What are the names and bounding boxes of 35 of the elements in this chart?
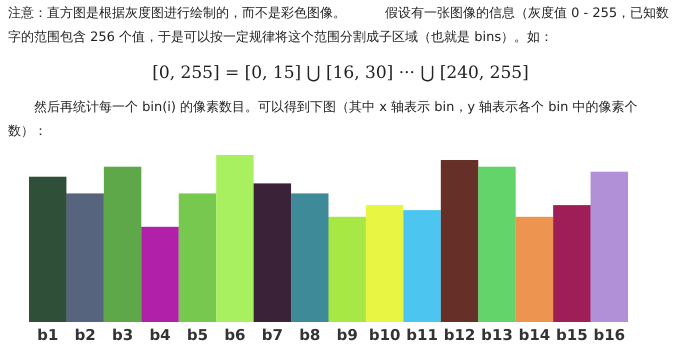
x-tick-label: b2	[74, 326, 96, 344]
x-tick-label: b7	[262, 326, 283, 344]
bar	[141, 226, 179, 322]
bar	[178, 193, 216, 322]
bar	[516, 216, 554, 322]
x-tick-label: b12	[444, 326, 476, 344]
bar	[29, 176, 66, 322]
bar	[553, 205, 591, 322]
x-tick-label: b15	[556, 326, 588, 344]
bar	[66, 193, 104, 322]
bar	[440, 160, 478, 322]
bar	[478, 166, 516, 322]
text: 注意：直方图是根据灰度图进行绘制的，而不是彩色图像。 假设有一张图像的信息（灰度值 0 - 255，已知数字的范围包含 256 个值，于是可以按一定规律将这个范围分割成子区域（也就是 bins）。如：	[8, 5, 670, 47]
x-tick-label: b5	[186, 326, 208, 344]
bar	[104, 166, 142, 322]
bar	[366, 205, 404, 322]
x-tick-label: b6	[224, 326, 246, 344]
bar	[403, 210, 441, 322]
bar	[254, 183, 292, 322]
bar	[590, 172, 628, 322]
x-tick-label: b10	[368, 326, 400, 344]
x-tick-label: b16	[593, 326, 626, 344]
x-tick-label: b1	[37, 326, 58, 344]
x-tick-label: b13	[481, 326, 513, 344]
x-tick-label: b11	[406, 326, 438, 344]
x-tick-label: b9	[336, 326, 358, 344]
text: [0, 255] = [0, 15] ⋃ [16, 30] ··· ⋃ [240, 255]	[151, 62, 530, 83]
x-tick-label: b14	[518, 326, 550, 344]
text: 然后再统计每一个 bin(i) 的像素数目。可以得到下图（其中 x 轴表示 bin，y 轴表示各个 bin 中的像素个数）：	[8, 99, 639, 141]
x-tick-label: b8	[299, 326, 320, 344]
x-tick-label: b4	[149, 326, 171, 344]
bar	[291, 193, 328, 322]
bar	[328, 216, 366, 322]
x-tick-label: b3	[112, 326, 134, 344]
bar	[216, 155, 254, 322]
